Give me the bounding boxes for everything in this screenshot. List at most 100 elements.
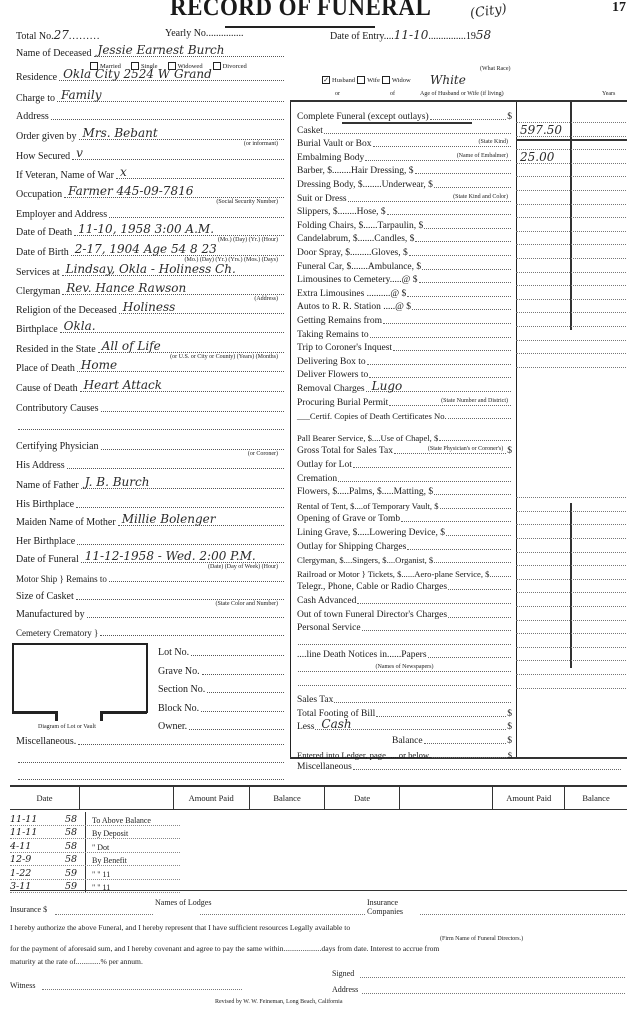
charge-blank[interactable]: (Names of Newspapers) [297,662,512,674]
charge-barber-hair-dressing[interactable]: Barber, $........Hair Dressing, $ [297,164,512,176]
charge-removal-charges[interactable]: Removal Charges Lugo [297,379,512,394]
charge-delivering-box-to[interactable]: Delivering Box to [297,355,512,367]
payment-row[interactable]: 3-11 59 " " 11 [10,879,180,893]
charge-amount[interactable] [516,662,626,675]
field-cause-of-death[interactable]: Cause of Death Heart Attack [16,378,286,394]
charge-certif-copies-of-death-certificates-no[interactable]: ___Certif. Copies of Death Certificates … [297,409,512,421]
charge-pall-bearer-service-use-of-chapel[interactable]: Pall Bearer Service, $....Use of Chapel,… [297,431,512,443]
charge-amount[interactable] [516,355,626,368]
charge-amount[interactable] [516,300,626,314]
charge-gross-total-for-sales-tax[interactable]: Gross Total for Sales Tax (State Physicia… [297,444,512,456]
field-size-of-casket[interactable]: Size of Casket (State Color and Number) [16,588,286,607]
field-blank[interactable] [16,418,286,432]
charge-deliver-flowers-to[interactable]: Deliver Flowers to [297,368,512,380]
insurance-field[interactable]: Insurance $ [10,905,48,914]
charge-amount[interactable] [516,178,626,191]
charge-out-of-town-funeral-director-s-charges[interactable]: Out of town Funeral Director's Charges [297,608,512,620]
field-his-birthplace[interactable]: His Birthplace [16,496,286,510]
field-place-of-death[interactable]: Place of Death Home [16,358,286,374]
field-charge-to[interactable]: Charge to Family [16,88,286,104]
charge-amount[interactable] [516,232,626,246]
field-order-given-by[interactable]: Order given by Mrs. Bebant (or informant) [16,126,286,147]
charge-amount[interactable] [516,246,626,259]
charge-amount[interactable] [516,499,626,512]
charge-telegr-phone-cable-or-radio-charges[interactable]: Telegr., Phone, Cable or Radio Charges [297,580,512,592]
checkbox-divorced[interactable] [212,61,221,70]
lodges-field[interactable]: Names of Lodges [155,898,212,907]
field-name-of-father[interactable]: Name of Father J. B. Burch [16,475,286,491]
field-her-birthplace[interactable]: Her Birthplace [16,533,286,547]
charge-candelabrum-candles[interactable]: Candelabrum, $.......Candles, $ [297,232,512,244]
checkbox-widowed[interactable] [167,61,176,70]
signed-field[interactable]: Signed [332,969,355,978]
charge-extra-limousines[interactable]: Extra Limousines ..........@ $ [297,287,512,299]
charge-flowers-palms-matting[interactable]: Flowers, $.....Palms, $.....Matting, $ [297,485,512,497]
field-manufactured-by[interactable]: Manufactured by [16,606,286,620]
charge-slippers-hose[interactable]: Slippers, $........Hose, $ [297,205,512,217]
yearly-no-field[interactable]: Yearly No............... [165,28,244,39]
charge-amount[interactable] [516,540,626,553]
field-occupation[interactable]: Occupation Farmer 445-09-7816 (Social Secu… [16,184,286,205]
charge-amount[interactable]: 25.00 [516,150,626,164]
total-no-field[interactable]: Total No.27......... [16,28,101,42]
field-contributory-causes[interactable]: Contributory Causes [16,400,286,414]
charge-amount[interactable] [516,164,626,178]
witness-field[interactable]: Witness [10,981,36,990]
charge-procuring-burial-permit[interactable]: Procuring Burial Permit (State Number and… [297,396,512,408]
charge-amount[interactable] [516,192,626,205]
charge-amount[interactable] [516,621,626,635]
field-if-veteran-name-of-war[interactable]: If Veteran, Name of War x [16,165,286,181]
charge-outlay-for-shipping-charges[interactable]: Outlay for Shipping Charges [297,540,512,552]
charge-amount[interactable] [516,273,626,287]
charge-outlay-for-lot[interactable]: Outlay for Lot [297,458,512,470]
charge-opening-of-grave-or-tomb[interactable]: Opening of Grave or Tomb [297,512,512,524]
charge-taking-remains-to[interactable]: Taking Remains to [297,328,512,340]
charge-amount[interactable] [516,676,626,689]
field-date-of-birth[interactable]: Date of Birth 2-17, 1904 Age 54 8 23 (Mo.)… [16,242,286,263]
lot-field-block-no[interactable]: Block No. [158,700,286,714]
date-of-entry-field[interactable]: Date of Entry....11-10...............195… [330,28,492,42]
charge-amount[interactable] [516,328,626,341]
charge-cremation[interactable]: Cremation [297,472,512,484]
checkbox-wife[interactable] [357,75,366,84]
charge-amount[interactable] [516,287,626,300]
lot-field-owner[interactable]: Owner. [158,718,286,732]
charge-entered-into-ledger-page-or-below[interactable]: Entered into Ledger, page......or below.… [297,748,512,760]
charge-rental-of-tent-of-temporary-vault[interactable]: Rental of Tent, $....of Temporary Vault,… [297,499,512,511]
misc-left-field[interactable]: Miscellaneous. [16,733,286,747]
charge-dressing-body-underwear[interactable]: Dressing Body, $........Underwear, $ [297,178,512,190]
field-clergyman[interactable]: Clergyman Rev. Hance Rawson (Address) [16,281,286,302]
field-address[interactable]: Address [16,108,286,122]
field-motor-ship-remains-to[interactable]: Motor Ship } Remains to [16,570,286,584]
charge-blank[interactable] [297,676,512,688]
checkbox-single[interactable] [130,61,139,70]
charge-personal-service[interactable]: Personal Service [297,621,512,633]
charge-amount[interactable] [516,567,626,580]
charge-door-spray-gloves[interactable]: Door Spray, $.........Gloves, $ [297,246,512,258]
charge-suit-or-dress[interactable]: Suit or Dress (State Kind and Color) [297,192,512,204]
charge-clergyman-singers-organist[interactable]: Clergyman, $....Singers, $....Organist, … [297,553,512,565]
field-how-secured[interactable]: How Secured v [16,146,286,162]
charge-amount[interactable] [516,648,626,662]
field-maiden-name-of-mother[interactable]: Maiden Name of Mother Millie Bolenger [16,512,286,528]
charge-amount[interactable] [516,553,626,567]
charge-blank[interactable] [297,635,512,647]
charge-getting-remains-from[interactable]: Getting Remains from [297,314,512,326]
field-birthplace[interactable]: Birthplace Okla. [16,319,286,335]
field-resided-in-the-state[interactable]: Resided in the State All of Life (or U.S. … [16,339,286,360]
payment-row[interactable]: 4-11 58 " Dot [10,839,180,853]
field-certifying-physician[interactable]: Certifying Physician (or Coroner) [16,438,286,457]
field-date-of-death[interactable]: Date of Death 11-10, 1958 3:00 A.M. (Mo.) … [16,222,286,243]
payment-row[interactable]: 11-11 58 By Deposit [10,825,180,839]
charge-lining-grave-lowering-device[interactable]: Lining Grave, $.....Lowering Device, $ [297,526,512,538]
field-name-of-deceased[interactable]: Name of Deceased Jessie Earnest Burch [16,43,286,59]
field-residence[interactable]: Residence Okla City 2524 W Grand [16,67,286,83]
charge-amount[interactable] [516,205,626,219]
lot-field-grave-no[interactable]: Grave No. [158,663,286,677]
charge-amount[interactable] [516,260,626,273]
charge-balance[interactable]: Balance $ [297,734,512,746]
lot-field-section-no[interactable]: Section No. [158,681,286,695]
charge-autos-to-r-r-station[interactable]: Autos to R. R. Station .....@ $ [297,300,512,312]
checkbox-married[interactable] [90,61,98,70]
checkbox-husband[interactable]: ✓ [322,75,330,84]
